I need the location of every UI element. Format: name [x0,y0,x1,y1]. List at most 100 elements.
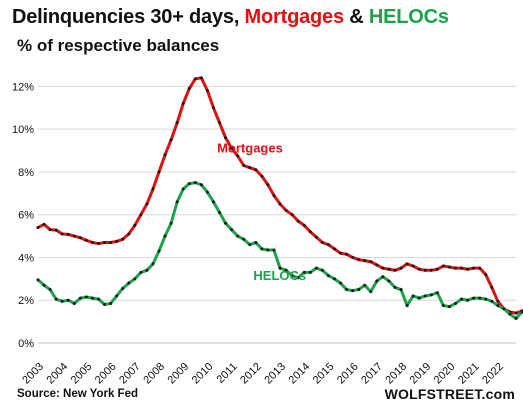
data-point-mortgages [272,193,276,197]
data-point-helocs [502,307,506,311]
data-point-helocs [260,247,264,251]
data-point-helocs [163,234,167,238]
x-tick-label: 2006 [93,361,119,387]
data-point-mortgages [278,202,282,206]
data-point-helocs [460,297,464,301]
data-point-mortgages [54,228,58,232]
data-point-helocs [36,278,40,282]
title-part-1: Delinquencies 30+ days, [12,6,245,28]
x-tick-label: 2012 [238,361,264,387]
data-point-mortgages [169,138,173,142]
data-point-helocs [453,301,457,305]
data-point-mortgages [248,166,252,170]
title-part-3: & [343,6,369,28]
data-point-helocs [339,281,343,285]
data-point-helocs [472,296,476,300]
data-point-mortgages [36,226,40,230]
data-point-helocs [139,270,143,274]
data-point-helocs [121,286,125,290]
data-point-helocs [218,211,222,215]
data-point-mortgages [84,238,88,242]
data-point-mortgages [332,247,336,251]
data-point-helocs [66,298,70,302]
x-tick-label: 2008 [141,361,167,387]
data-point-helocs [466,298,470,302]
data-point-helocs [490,299,494,303]
data-point-mortgages [163,153,167,157]
y-tick-label: 8% [18,167,34,179]
data-point-mortgages [205,89,209,93]
data-point-helocs [296,276,300,280]
data-point-helocs [351,289,355,293]
data-point-mortgages [72,234,76,238]
data-point-helocs [115,294,119,298]
data-point-mortgages [484,273,488,277]
data-point-helocs [54,297,58,301]
data-point-mortgages [441,264,445,268]
data-point-helocs [266,248,270,252]
data-point-mortgages [429,268,433,272]
data-point-mortgages [193,77,197,81]
x-tick-label: 2010 [190,361,216,387]
series-label-helocs: HELOCs [253,268,306,283]
x-tick-label: 2011 [215,361,240,386]
data-point-mortgages [490,285,494,289]
series-label-mortgages: Mortgages [217,141,283,156]
title-mortgages: Mortgages [244,6,345,28]
data-point-helocs [175,200,179,204]
data-point-mortgages [405,262,409,266]
data-point-helocs [151,262,155,266]
data-point-helocs [314,266,318,270]
data-point-mortgages [447,265,451,269]
y-tick-label: 12% [12,81,34,93]
data-point-mortgages [78,236,82,240]
data-point-helocs [254,240,258,244]
x-tick-label: 2014 [287,361,313,387]
data-point-mortgages [351,255,355,259]
data-point-mortgages [218,121,222,125]
data-point-mortgages [345,252,349,256]
axis-layer: 0% 2% 4% 6% 8% 10% 12% 200320042005200620072008… [12,81,516,386]
data-point-mortgages [453,266,457,270]
data-point-mortgages [260,174,264,178]
data-point-mortgages [363,259,367,263]
data-point-helocs [90,296,94,300]
data-point-helocs [399,288,403,292]
data-point-mortgages [296,219,300,223]
data-point-helocs [205,190,209,194]
data-point-mortgages [211,106,215,110]
x-tick-label: 2003 [20,361,46,387]
data-point-helocs [193,181,197,185]
data-point-mortgages [139,213,143,217]
data-point-mortgages [326,243,330,247]
data-point-helocs [478,296,482,300]
data-point-helocs [345,288,349,292]
x-tick-label: 2022 [480,361,506,387]
data-point-helocs [248,243,252,247]
data-point-mortgages [103,240,107,244]
data-point-helocs [278,266,282,270]
data-point-mortgages [66,232,70,236]
data-point-mortgages [399,266,403,270]
data-point-helocs [484,297,488,301]
data-point-helocs [514,316,518,320]
data-point-mortgages [290,213,294,217]
data-point-helocs [84,295,88,299]
series-layer [36,76,523,320]
data-point-helocs [308,270,312,274]
data-point-mortgages [145,202,149,206]
x-tick-label: 2018 [383,361,409,387]
brand-logo: WOLFSTREET.com [384,386,515,402]
data-point-mortgages [115,239,119,243]
data-point-helocs [72,301,76,305]
data-point-helocs [405,304,409,308]
data-point-helocs [381,275,385,279]
data-point-helocs [145,268,149,272]
data-point-helocs [272,248,276,252]
data-point-helocs [302,270,306,274]
x-tick-label: 2015 [311,361,337,387]
y-tick-label: 10% [12,124,34,136]
data-point-helocs [447,305,451,309]
data-point-mortgages [230,146,234,150]
